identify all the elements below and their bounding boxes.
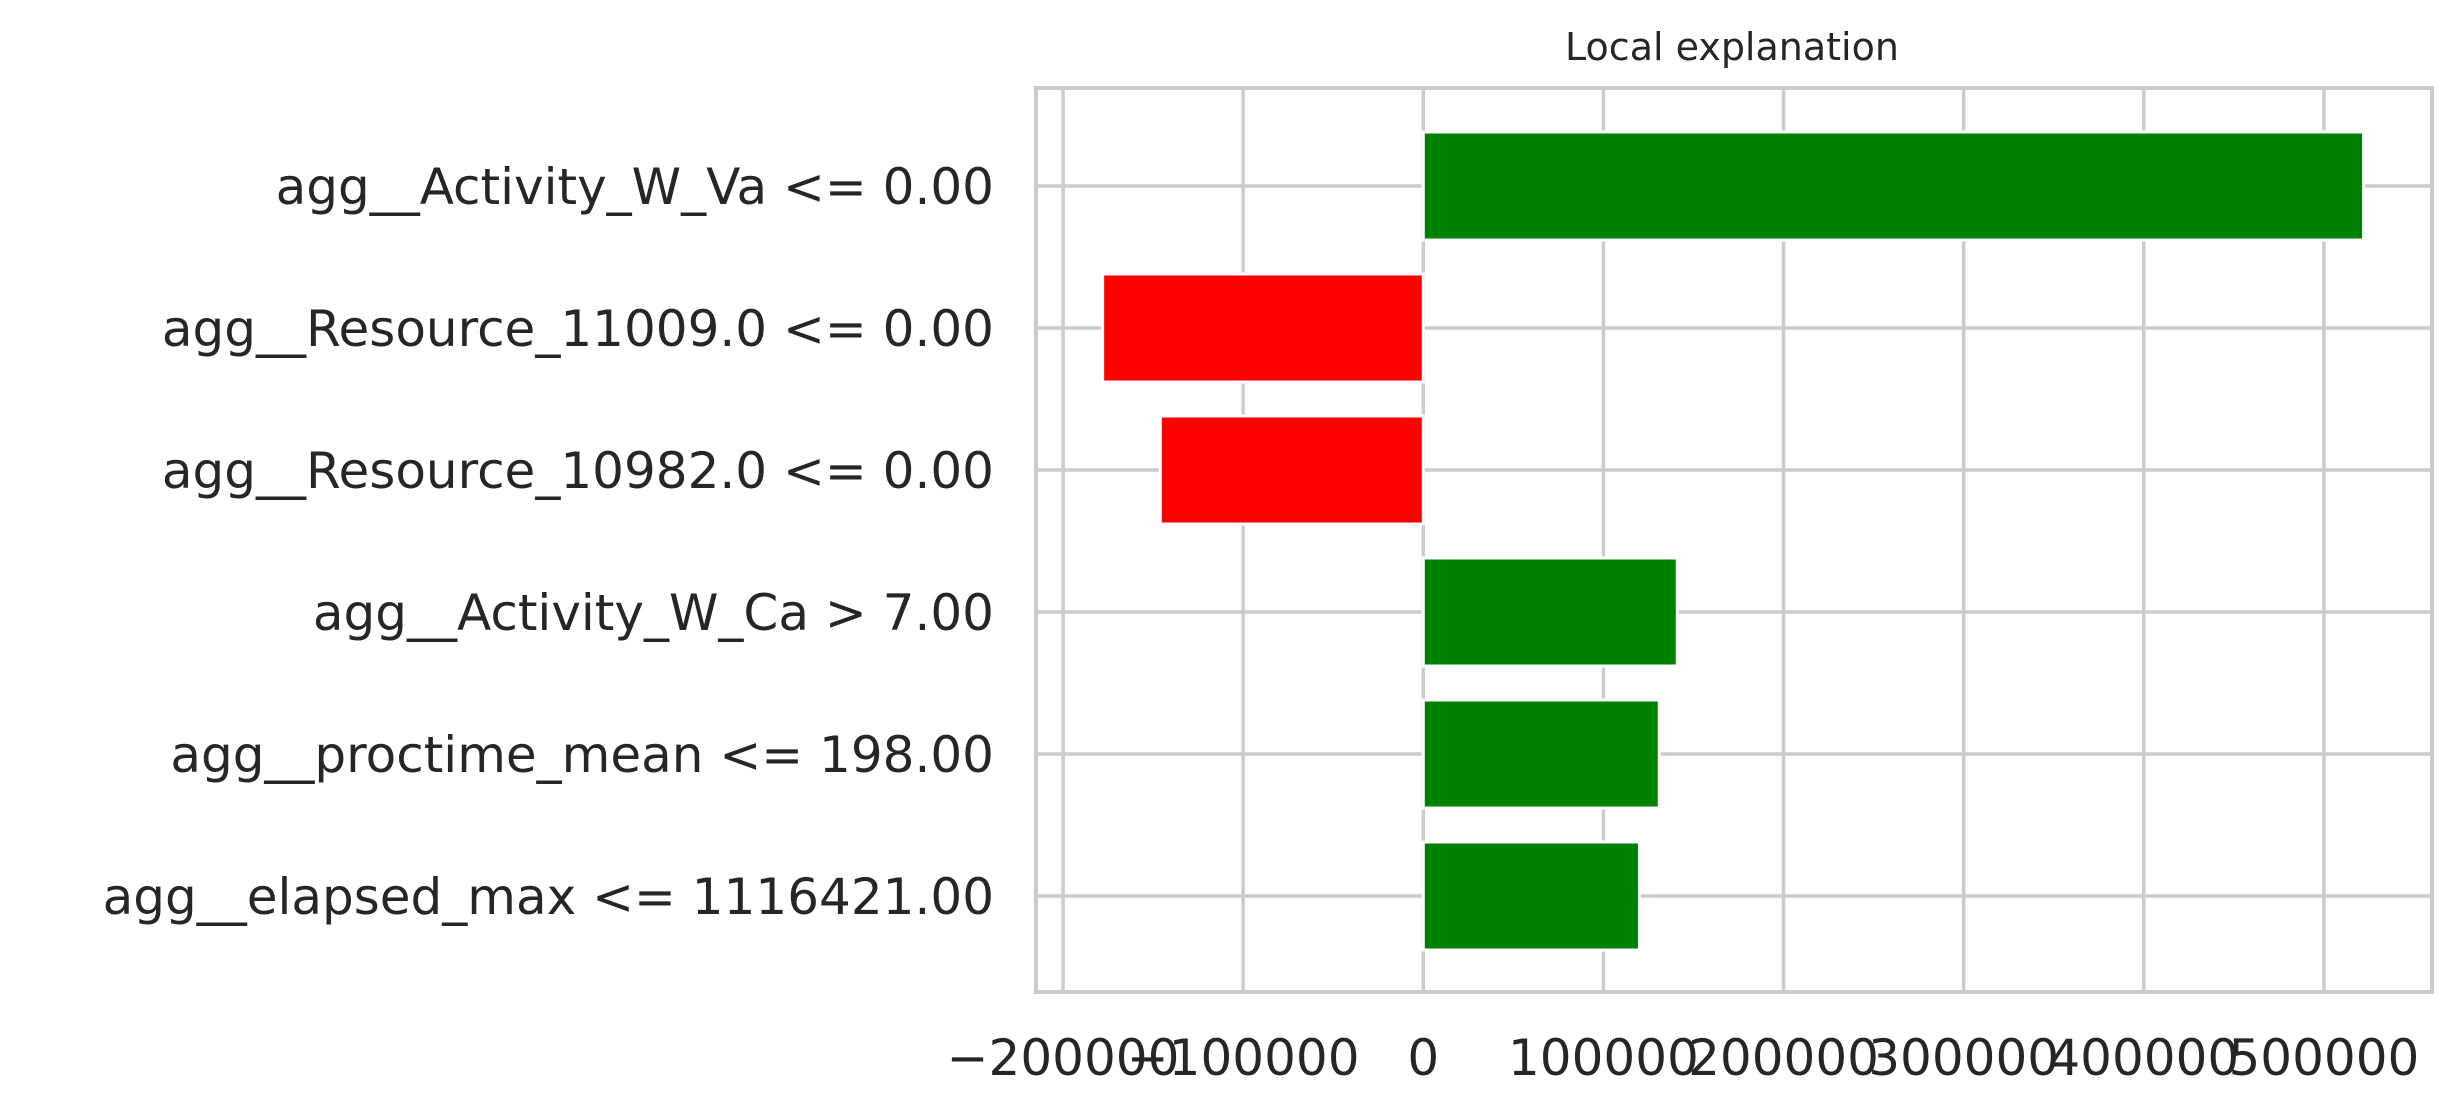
x-tick-label: −100000 [1127,1029,1360,1087]
bar-4 [1421,698,1661,810]
x-tick-label: 500000 [2228,1029,2419,1087]
x-tick-label: 200000 [1688,1029,1879,1087]
y-tick-label: agg__Activity_W_Ca > 7.00 [313,584,994,642]
x-tick-label: 300000 [1868,1029,2059,1087]
chart-title: Local explanation [1565,25,1899,69]
y-tick-label: agg__proctime_mean <= 198.00 [170,726,994,784]
y-tick-label: agg__Resource_11009.0 <= 0.00 [162,300,994,358]
y-tick-labels: agg__Activity_W_Va <= 0.00 agg__Resource_… [103,158,994,926]
y-tick-label: agg__Resource_10982.0 <= 0.00 [162,442,994,500]
x-tick-label: 400000 [2048,1029,2239,1087]
x-tick-label: 0 [1407,1029,1439,1087]
y-tick-label: agg__elapsed_max <= 1116421.00 [103,868,994,926]
x-tick-labels: −200000−100000 0 1000002000003000004000005… [947,1029,2420,1087]
bar-5 [1421,840,1641,952]
x-tick-label: −200000 [947,1029,1180,1087]
x-tick-label: 100000 [1508,1029,1699,1087]
bar-2 [1158,414,1425,526]
y-tick-label: agg__Activity_W_Va <= 0.00 [276,158,994,216]
bar-3 [1421,556,1679,668]
bars [1101,130,2366,952]
bar-0 [1421,130,2366,242]
bar-1 [1101,272,1425,384]
plot-frame [1034,86,2434,994]
